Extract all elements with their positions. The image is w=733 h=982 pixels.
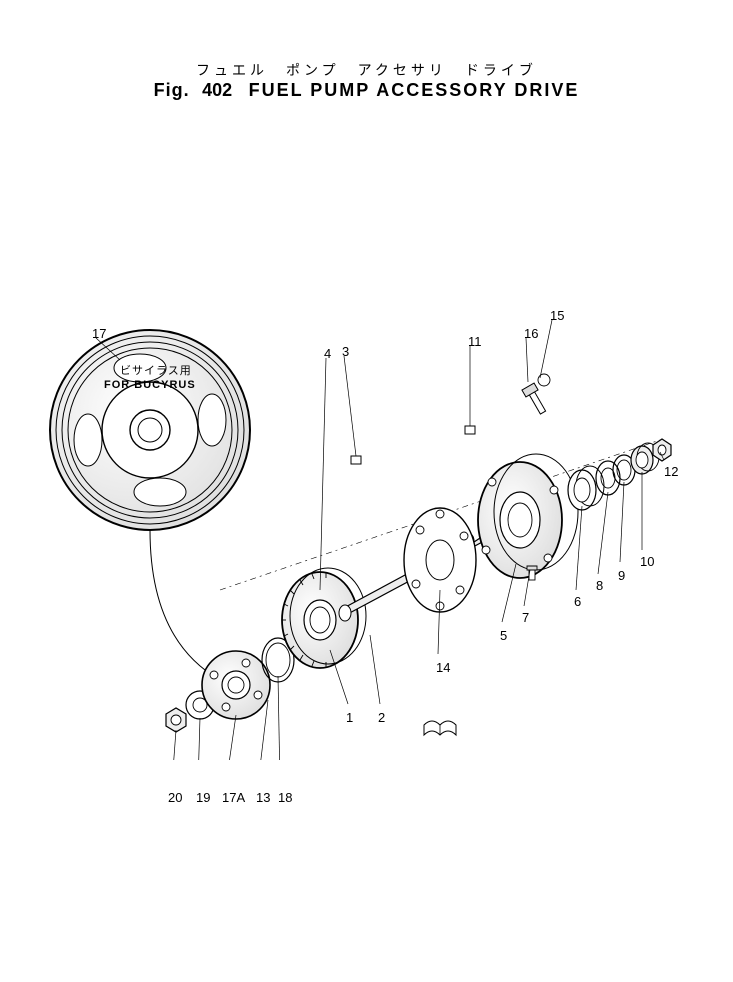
callout-13: 13 bbox=[256, 790, 270, 805]
part-pulley: ビサイラス用 FOR BUCYRUS bbox=[50, 330, 250, 530]
part-bolt-15-16 bbox=[522, 374, 550, 414]
exploded-diagram: ビサイラス用 FOR BUCYRUS bbox=[0, 160, 733, 760]
part-gear bbox=[282, 568, 366, 668]
callout-6: 6 bbox=[574, 594, 581, 609]
callout-1: 1 bbox=[346, 710, 353, 725]
callout-17: 17 bbox=[92, 326, 106, 341]
callout-19: 19 bbox=[196, 790, 210, 805]
callout-20: 20 bbox=[168, 790, 182, 805]
page: フュエル ポンプ アクセサリ ドライブ Fig. 402 FUEL PUMP A… bbox=[0, 0, 733, 982]
callout-7: 7 bbox=[522, 610, 529, 625]
title-japanese: フュエル ポンプ アクセサリ ドライブ bbox=[0, 60, 733, 80]
callout-5: 5 bbox=[500, 628, 507, 643]
callout-2: 2 bbox=[378, 710, 385, 725]
figure-label: Fig. bbox=[154, 80, 190, 100]
callout-17A: 17A bbox=[222, 790, 245, 805]
part-key-3 bbox=[351, 456, 361, 464]
callout-11: 11 bbox=[468, 334, 482, 349]
part-washer-8 bbox=[596, 461, 620, 495]
callout-14: 14 bbox=[436, 660, 450, 675]
part-nut-right bbox=[653, 439, 671, 461]
note-en: FOR BUCYRUS bbox=[104, 379, 196, 391]
callout-9: 9 bbox=[618, 568, 625, 583]
callout-3: 3 bbox=[342, 344, 349, 359]
manual-icon bbox=[424, 721, 456, 735]
callout-16: 16 bbox=[524, 326, 538, 341]
callout-8: 8 bbox=[596, 578, 603, 593]
part-nut-left bbox=[166, 708, 186, 732]
note-jp: ビサイラス用 bbox=[120, 364, 192, 377]
title-english: FUEL PUMP ACCESSORY DRIVE bbox=[249, 80, 580, 100]
diagram-svg: ビサイラス用 FOR BUCYRUS bbox=[0, 160, 733, 760]
callout-12: 12 bbox=[664, 464, 678, 479]
callout-18: 18 bbox=[278, 790, 292, 805]
part-key-11 bbox=[465, 426, 475, 434]
figure-line: Fig. 402 FUEL PUMP ACCESSORY DRIVE bbox=[154, 80, 580, 101]
figure-number: 402 bbox=[202, 80, 232, 100]
callout-10: 10 bbox=[640, 554, 654, 569]
callout-4: 4 bbox=[324, 346, 331, 361]
title-block: フュエル ポンプ アクセサリ ドライブ Fig. 402 FUEL PUMP A… bbox=[0, 60, 733, 101]
part-flange-17a bbox=[202, 651, 270, 719]
callout-15: 15 bbox=[550, 308, 564, 323]
